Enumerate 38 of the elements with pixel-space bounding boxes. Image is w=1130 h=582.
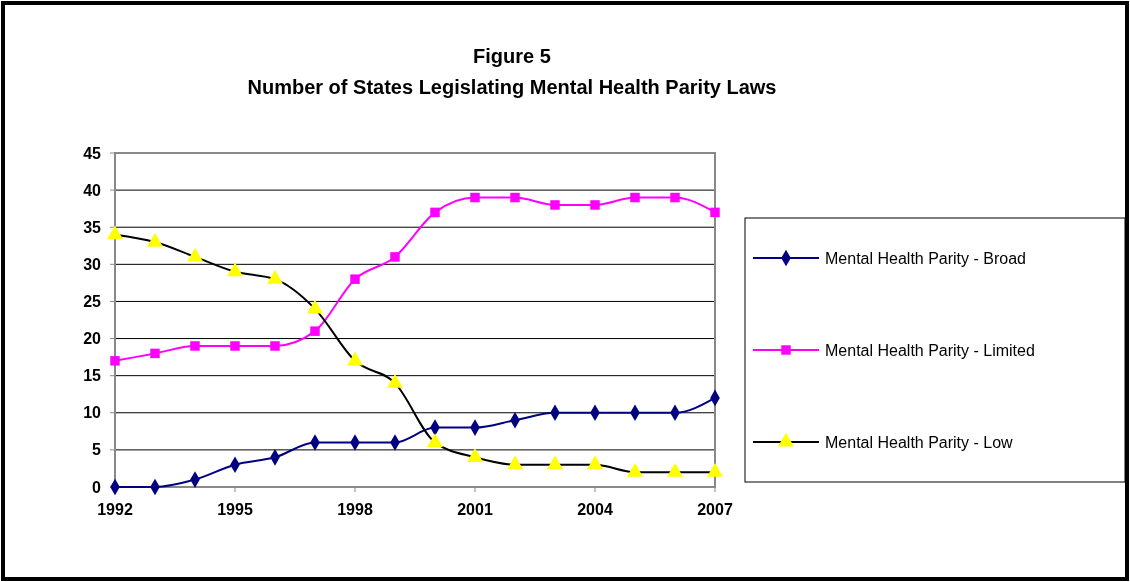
point — [230, 341, 240, 351]
legend-label: Mental Health Parity - Low — [825, 433, 1014, 451]
point — [590, 200, 600, 210]
point — [350, 274, 360, 284]
y-tick-label: 5 — [92, 441, 102, 459]
x-tick-label: 1995 — [217, 501, 253, 518]
point — [470, 192, 480, 203]
point — [270, 341, 280, 351]
x-tick-label: 1992 — [97, 501, 133, 518]
legend-label: Mental Health Parity - Broad — [825, 249, 1026, 267]
x-tick-label: 2001 — [457, 501, 493, 518]
y-tick-label: 30 — [83, 255, 102, 273]
x-tick-label: 2004 — [577, 501, 613, 518]
y-tick-label: 35 — [83, 218, 102, 236]
x-tick-label: 2007 — [697, 501, 733, 518]
y-tick-label: 0 — [92, 478, 102, 496]
point — [510, 192, 520, 203]
point — [390, 252, 400, 262]
point — [550, 200, 560, 210]
chart-subtitle: Number of States Legislating Mental Health Parity Laws — [247, 76, 777, 98]
point — [630, 192, 640, 203]
point — [710, 207, 720, 218]
y-tick-label: 20 — [83, 330, 102, 348]
point — [430, 207, 440, 218]
point — [150, 348, 160, 359]
x-tick-label: 1998 — [337, 501, 373, 518]
y-tick-label: 40 — [83, 181, 102, 199]
legend-label: Mental Health Parity - Limited — [825, 341, 1035, 359]
y-tick-label: 15 — [83, 367, 102, 385]
y-tick-label: 45 — [83, 144, 102, 162]
point — [670, 192, 680, 203]
point — [190, 341, 200, 351]
y-tick-label: 10 — [83, 404, 102, 422]
chart-title: Figure 5 — [473, 45, 551, 67]
y-tick-label: 25 — [83, 293, 102, 311]
point — [427, 433, 443, 448]
point — [310, 326, 320, 336]
point — [110, 356, 120, 366]
